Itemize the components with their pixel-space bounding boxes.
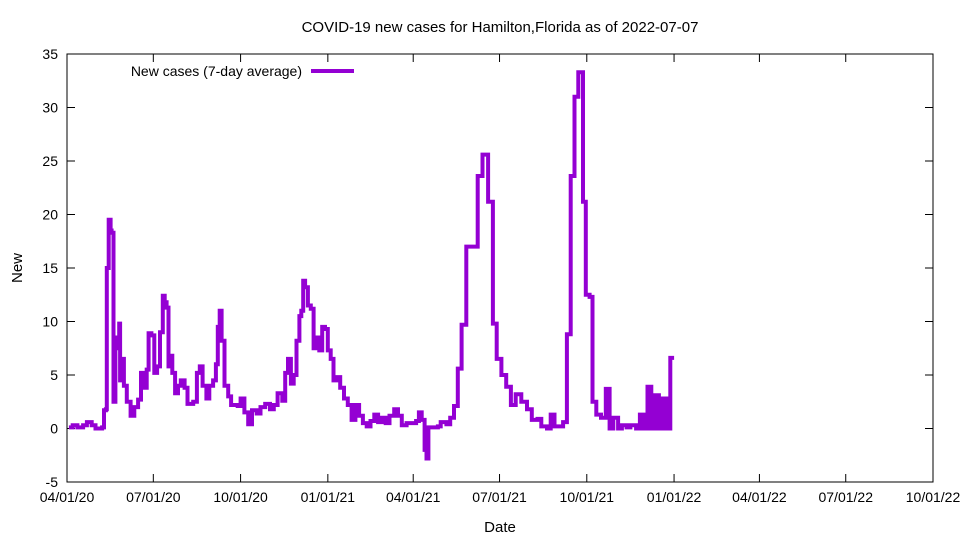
x-tick-label: 10/01/21 [560,489,615,505]
axis-ticks: -5 0 5 10 15 20 25 30 35 04/01/20 07/01/20 10/01/20… [40,46,960,505]
x-tick-label: 07/01/22 [818,489,873,505]
x-tick-label: 01/01/21 [301,489,356,505]
x-tick-label: 04/01/22 [732,489,787,505]
x-tick-label: 07/01/20 [126,489,181,505]
series-line [68,70,675,461]
x-axis-label: Date [484,519,516,536]
x-tick-label: 07/01/21 [472,489,527,505]
legend-label: New cases (7-day average) [131,63,302,79]
y-tick-label: 30 [42,100,58,116]
x-tick-label: 04/01/21 [386,489,441,505]
chart-title: COVID-19 new cases for Hamilton,Florida … [302,19,699,36]
x-tick-label: 04/01/20 [40,489,95,505]
x-tick-label: 10/01/20 [213,489,268,505]
y-tick-label: 0 [50,421,58,437]
legend: New cases (7-day average) [131,63,354,79]
y-tick-label: 10 [42,314,58,330]
y-tick-label: -5 [46,474,59,490]
series-layer [68,70,675,461]
x-tick-label: 01/01/22 [647,489,702,505]
x-tick-label: 10/01/22 [906,489,960,505]
y-tick-label: 5 [50,367,58,383]
plot-area-frame [66,53,934,483]
y-tick-label: 20 [42,207,58,223]
y-tick-label: 25 [42,153,58,169]
y-axis-label: New [9,253,26,283]
y-tick-label: 15 [42,260,58,276]
y-tick-label: 35 [42,46,58,62]
